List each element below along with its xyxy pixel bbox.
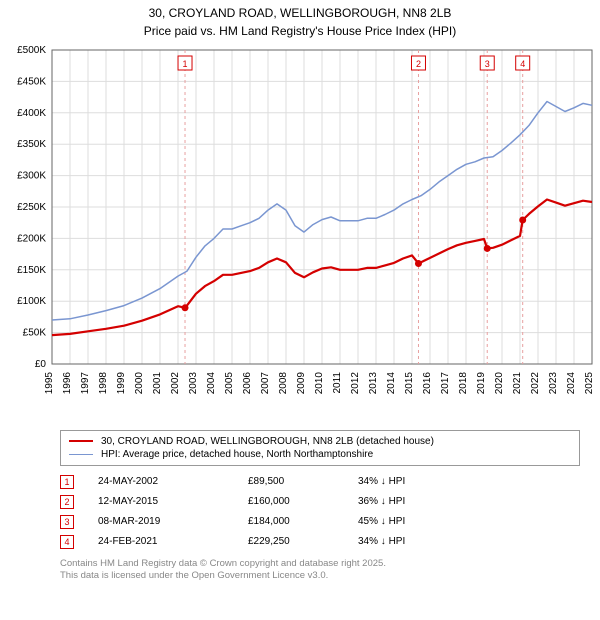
- svg-text:2005: 2005: [224, 371, 235, 394]
- svg-text:2022: 2022: [530, 371, 541, 394]
- sale-price: £160,000: [248, 496, 358, 507]
- svg-text:2008: 2008: [278, 371, 289, 394]
- svg-text:2010: 2010: [314, 371, 325, 394]
- svg-text:2020: 2020: [494, 371, 505, 394]
- svg-text:1995: 1995: [44, 371, 55, 394]
- svg-text:£100K: £100K: [17, 296, 46, 307]
- svg-text:£150K: £150K: [17, 264, 46, 275]
- sale-price: £184,000: [248, 516, 358, 527]
- svg-text:2004: 2004: [206, 371, 217, 394]
- svg-text:2018: 2018: [458, 371, 469, 394]
- svg-text:£200K: £200K: [17, 233, 46, 244]
- svg-text:2007: 2007: [260, 371, 271, 394]
- sale-diff: 45% ↓ HPI: [358, 516, 405, 527]
- footnote-line2: This data is licensed under the Open Gov…: [60, 570, 580, 582]
- sale-date: 08-MAR-2019: [98, 516, 248, 527]
- sale-row: 2 12-MAY-2015£160,00036% ↓ HPI: [60, 492, 580, 512]
- svg-text:2003: 2003: [188, 371, 199, 394]
- sale-marker: 2: [60, 495, 74, 509]
- sale-marker: 4: [60, 535, 74, 549]
- legend-label: HPI: Average price, detached house, Nort…: [101, 449, 373, 460]
- svg-text:2021: 2021: [512, 371, 523, 394]
- svg-text:£50K: £50K: [23, 327, 47, 338]
- svg-text:2009: 2009: [296, 371, 307, 394]
- svg-text:2006: 2006: [242, 371, 253, 394]
- legend-swatch: [69, 454, 93, 455]
- sale-marker: 1: [60, 475, 74, 489]
- svg-text:1996: 1996: [62, 371, 73, 394]
- svg-text:3: 3: [485, 59, 490, 69]
- footnote-line1: Contains HM Land Registry data © Crown c…: [60, 558, 580, 570]
- chart-svg: £0 £50K £100K £150K £200K £250K £300K £350K £400…: [0, 44, 600, 424]
- svg-text:£450K: £450K: [17, 76, 46, 87]
- svg-text:£300K: £300K: [17, 170, 46, 181]
- sale-diff: 34% ↓ HPI: [358, 476, 405, 487]
- sale-price: £89,500: [248, 476, 358, 487]
- sale-row: 3 08-MAR-2019£184,00045% ↓ HPI: [60, 512, 580, 532]
- sales-table: 124-MAY-2002£89,50034% ↓ HPI212-MAY-2015…: [60, 472, 580, 552]
- svg-text:2019: 2019: [476, 371, 487, 394]
- sale-marker: 3: [60, 515, 74, 529]
- sale-date: 12-MAY-2015: [98, 496, 248, 507]
- sale-row: 1 24-MAY-2002£89,50034% ↓ HPI: [60, 472, 580, 492]
- svg-text:2014: 2014: [386, 371, 397, 394]
- legend-swatch: [69, 440, 93, 442]
- chart-title-line1: 30, CROYLAND ROAD, WELLINGBOROUGH, NN8 2…: [0, 0, 600, 24]
- svg-text:2011: 2011: [332, 371, 343, 393]
- svg-text:£250K: £250K: [17, 202, 46, 213]
- legend-row: 30, CROYLAND ROAD, WELLINGBOROUGH, NN8 2…: [69, 435, 571, 448]
- chart-title-line2: Price paid vs. HM Land Registry's House …: [0, 24, 600, 44]
- svg-text:2015: 2015: [404, 371, 415, 394]
- sale-row: 4 24-FEB-2021£229,25034% ↓ HPI: [60, 532, 580, 552]
- sale-date: 24-MAY-2002: [98, 476, 248, 487]
- svg-text:2000: 2000: [134, 371, 145, 394]
- svg-text:2016: 2016: [422, 371, 433, 394]
- svg-text:2017: 2017: [440, 371, 451, 394]
- svg-text:£500K: £500K: [17, 45, 46, 56]
- svg-text:2023: 2023: [548, 371, 559, 394]
- footnote: Contains HM Land Registry data © Crown c…: [60, 558, 580, 583]
- svg-text:1: 1: [183, 59, 188, 69]
- sale-price: £229,250: [248, 536, 358, 547]
- svg-text:2013: 2013: [368, 371, 379, 394]
- svg-text:2012: 2012: [350, 371, 361, 394]
- svg-text:2002: 2002: [170, 371, 181, 394]
- legend-row: HPI: Average price, detached house, Nort…: [69, 448, 571, 461]
- svg-text:1999: 1999: [116, 371, 127, 394]
- svg-text:2025: 2025: [584, 371, 595, 394]
- sale-diff: 34% ↓ HPI: [358, 536, 405, 547]
- legend-label: 30, CROYLAND ROAD, WELLINGBOROUGH, NN8 2…: [101, 436, 434, 447]
- legend-box: 30, CROYLAND ROAD, WELLINGBOROUGH, NN8 2…: [60, 430, 580, 466]
- svg-text:2001: 2001: [152, 371, 163, 394]
- svg-text:£0: £0: [35, 359, 47, 370]
- svg-text:£350K: £350K: [17, 139, 46, 150]
- sale-date: 24-FEB-2021: [98, 536, 248, 547]
- svg-text:2024: 2024: [566, 371, 577, 394]
- svg-text:£400K: £400K: [17, 107, 46, 118]
- chart-area: £0 £50K £100K £150K £200K £250K £300K £350K £400…: [0, 44, 600, 424]
- sale-diff: 36% ↓ HPI: [358, 496, 405, 507]
- svg-text:4: 4: [520, 59, 525, 69]
- svg-text:1997: 1997: [80, 371, 91, 394]
- svg-text:1998: 1998: [98, 371, 109, 394]
- svg-text:2: 2: [416, 59, 421, 69]
